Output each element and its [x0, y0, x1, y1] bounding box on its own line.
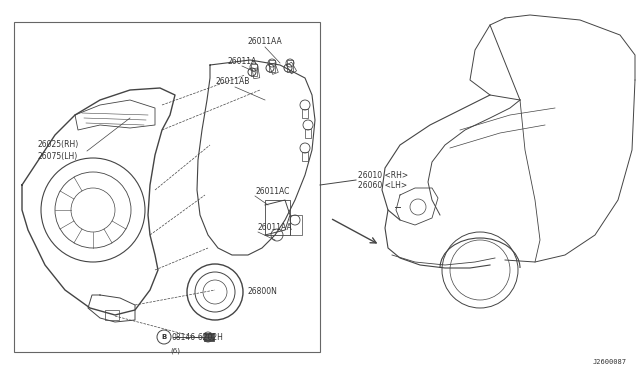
Bar — [265, 200, 290, 235]
Text: 26025(RH): 26025(RH) — [38, 141, 79, 150]
Bar — [14, 22, 320, 352]
Bar — [269, 63, 278, 74]
Bar — [287, 60, 293, 72]
Bar — [251, 64, 257, 76]
Text: (6): (6) — [170, 348, 180, 355]
Bar — [252, 68, 260, 79]
Bar — [269, 60, 275, 72]
Bar — [290, 215, 302, 235]
Text: 08146-6202H: 08146-6202H — [172, 333, 224, 341]
Text: 26010 <RH>: 26010 <RH> — [358, 170, 408, 180]
Text: 26011AC: 26011AC — [255, 187, 289, 196]
Bar — [302, 152, 308, 161]
Text: 26011AA: 26011AA — [258, 224, 292, 232]
Text: 26800N: 26800N — [248, 288, 278, 296]
Text: B: B — [161, 334, 166, 340]
Text: 26011AA: 26011AA — [248, 38, 283, 46]
Text: J2600087: J2600087 — [593, 359, 627, 365]
Bar — [286, 62, 296, 74]
Text: 26011AB: 26011AB — [215, 77, 250, 87]
Text: 26075(LH): 26075(LH) — [38, 153, 78, 161]
Text: 26011A: 26011A — [228, 58, 257, 67]
Bar — [302, 109, 308, 118]
Bar — [305, 129, 311, 138]
Bar — [105, 310, 119, 320]
Text: 26060 <LH>: 26060 <LH> — [358, 180, 407, 189]
